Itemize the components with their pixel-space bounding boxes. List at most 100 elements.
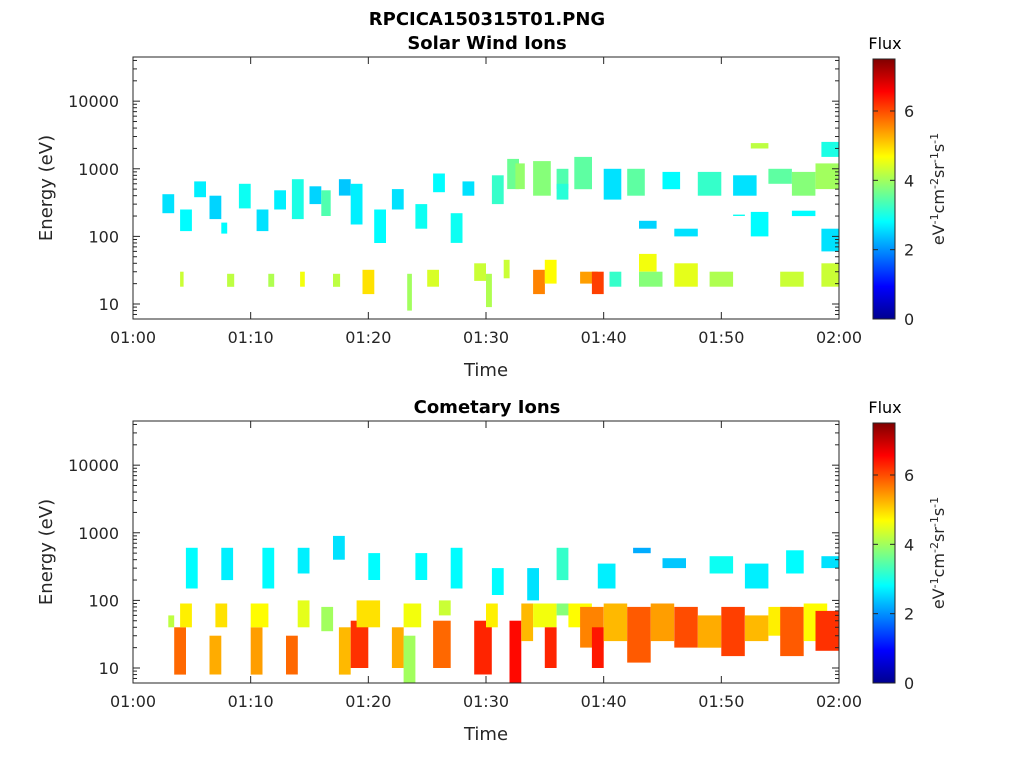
x-tick-label: 01:20 bbox=[345, 692, 391, 711]
heatmap-cell bbox=[639, 220, 657, 229]
heatmap-cells bbox=[168, 535, 839, 683]
heatmap-cell bbox=[338, 627, 351, 675]
heatmap-cell bbox=[491, 175, 504, 205]
heatmap-cell bbox=[503, 259, 510, 279]
heatmap-cell bbox=[391, 627, 404, 668]
colorbar-tick-label: 6 bbox=[904, 466, 914, 485]
heatmap-cell bbox=[268, 273, 275, 287]
heatmap-cell bbox=[556, 603, 581, 616]
colorbar-unit-label: eV-1cm-2sr-1s-1 bbox=[928, 497, 948, 609]
heatmap-cell bbox=[709, 556, 734, 574]
heatmap-cell bbox=[350, 183, 363, 225]
panel-cometary: Cometary Ions 01:00 01:10 01:20 01:30 01:40 0… bbox=[36, 397, 948, 745]
heatmap-cell bbox=[591, 271, 604, 295]
heatmap-cell bbox=[462, 181, 475, 196]
heatmap-cell bbox=[491, 568, 504, 595]
heatmap-cell bbox=[180, 603, 192, 628]
heatmap-cell bbox=[162, 194, 175, 214]
x-ticks: 01:00 01:10 01:20 01:30 01:40 01:50 02:00 bbox=[110, 57, 862, 347]
heatmap-cell bbox=[256, 209, 269, 232]
heatmap-cell bbox=[433, 620, 451, 668]
x-axis-label: Time bbox=[463, 360, 508, 381]
heatmap-cell bbox=[697, 171, 722, 196]
heatmap-cell bbox=[721, 606, 745, 657]
heatmap-cell bbox=[821, 141, 839, 157]
colorbar: Flux 0 2 4 6 eV-1cm-2sr-1s-1 bbox=[868, 34, 948, 329]
heatmap-cell bbox=[709, 271, 734, 287]
heatmap-cell bbox=[533, 269, 545, 295]
heatmap-cell bbox=[627, 168, 645, 196]
heatmap-cell bbox=[697, 615, 722, 648]
x-tick-label: 01:40 bbox=[581, 328, 627, 347]
heatmap-cell bbox=[733, 214, 745, 216]
heatmap-cell bbox=[474, 263, 486, 281]
x-tick-label: 01:10 bbox=[228, 328, 274, 347]
heatmap-cell bbox=[744, 615, 769, 642]
heatmap-cell bbox=[521, 603, 534, 642]
heatmap-cell bbox=[174, 627, 186, 675]
heatmap-cell bbox=[438, 600, 451, 616]
heatmap-cell bbox=[768, 168, 792, 184]
heatmap-cell bbox=[286, 635, 298, 675]
heatmap-cell bbox=[309, 186, 322, 205]
heatmap-cell bbox=[821, 556, 839, 569]
heatmap-cell bbox=[250, 603, 269, 628]
colorbar-tick-label: 2 bbox=[904, 241, 914, 260]
heatmap-cell bbox=[750, 211, 769, 237]
heatmap-cell bbox=[194, 181, 206, 198]
heatmap-cell bbox=[533, 161, 551, 196]
panel-title: Cometary Ions bbox=[414, 397, 561, 418]
x-ticks: 01:00 01:10 01:20 01:30 01:40 01:50 02:00 bbox=[110, 421, 862, 711]
y-tick-label: 10000 bbox=[68, 92, 119, 111]
y-tick-label: 10 bbox=[99, 295, 119, 314]
heatmap-cell bbox=[639, 271, 663, 287]
heatmap-cell bbox=[297, 547, 310, 574]
heatmap-cell bbox=[238, 183, 251, 209]
heatmap-cell bbox=[821, 263, 839, 287]
heatmap-cell bbox=[250, 627, 263, 675]
y-tick-label: 10 bbox=[99, 659, 119, 678]
colorbar-title: Flux bbox=[868, 398, 901, 417]
heatmap-cell bbox=[733, 175, 757, 196]
heatmap-cell bbox=[574, 156, 592, 190]
colorbar-title: Flux bbox=[868, 34, 901, 53]
heatmap-cell bbox=[333, 273, 341, 287]
x-tick-label: 01:20 bbox=[345, 328, 391, 347]
heatmap-cell bbox=[603, 168, 622, 200]
heatmap-cell bbox=[450, 547, 463, 589]
heatmap-cell bbox=[433, 173, 445, 193]
heatmap-cell bbox=[415, 204, 428, 229]
y-tick-label: 100 bbox=[88, 591, 119, 610]
heatmap-cell bbox=[321, 190, 331, 216]
x-tick-label: 01:40 bbox=[581, 692, 627, 711]
y-ticks: 10 100 1000 10000 bbox=[68, 59, 839, 320]
x-tick-label: 01:30 bbox=[463, 328, 509, 347]
heatmap-cell bbox=[291, 179, 304, 220]
heatmap-cell bbox=[350, 620, 369, 668]
heatmap-cell bbox=[556, 183, 569, 200]
heatmap-cell bbox=[633, 547, 651, 554]
heatmap-cell bbox=[209, 635, 222, 675]
heatmap-cell bbox=[750, 143, 769, 149]
x-tick-label: 01:30 bbox=[463, 692, 509, 711]
heatmap-cell bbox=[227, 273, 235, 287]
heatmap-cell bbox=[368, 553, 381, 580]
colorbar-tick-label: 0 bbox=[904, 674, 914, 693]
heatmap-cell bbox=[674, 606, 698, 648]
heatmap-cell bbox=[180, 271, 184, 287]
heatmap-cell bbox=[662, 558, 686, 569]
heatmap-cell bbox=[662, 171, 681, 190]
heatmap-cell bbox=[533, 603, 557, 628]
heatmap-cell bbox=[262, 547, 275, 589]
heatmap-cell bbox=[609, 271, 622, 287]
heatmap-cell bbox=[627, 606, 651, 663]
heatmap-cell bbox=[527, 568, 539, 601]
heatmap-cell bbox=[791, 210, 816, 217]
heatmap-cell bbox=[515, 163, 525, 190]
heatmap-cell bbox=[786, 550, 804, 574]
colorbar-tick-label: 4 bbox=[904, 535, 914, 554]
heatmap-cell bbox=[556, 547, 569, 581]
colorbar-tick-label: 0 bbox=[904, 310, 914, 329]
heatmap-cell bbox=[215, 603, 228, 628]
heatmap-cell bbox=[544, 259, 557, 284]
